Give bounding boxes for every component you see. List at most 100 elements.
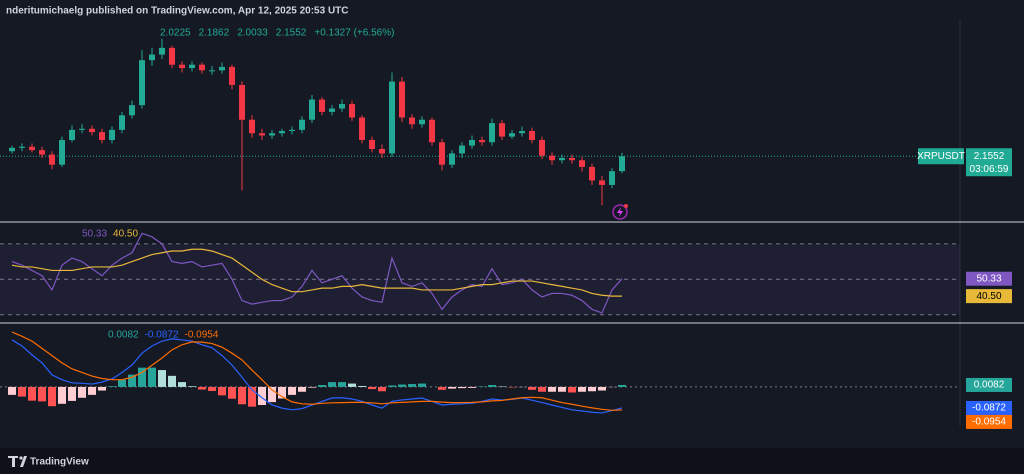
ohlc-value: 2.1552 (276, 28, 307, 39)
histogram-bar (38, 386, 46, 402)
histogram-bar (388, 385, 396, 387)
histogram-bar (188, 386, 196, 387)
candle-body (319, 99, 325, 112)
rsi-line (11, 232, 623, 314)
candle-body (289, 129, 295, 131)
candle-body (219, 66, 225, 71)
histogram-bar (398, 384, 406, 387)
histogram-bar (228, 386, 236, 399)
candle-body (49, 154, 55, 165)
candle-body (359, 117, 365, 140)
price-tag-value: 2.1552 (974, 151, 1005, 162)
histogram-bar (468, 386, 476, 388)
candle-body (179, 64, 185, 69)
symbol-label: XRPUSDT (917, 151, 965, 162)
candle-body (509, 133, 515, 137)
candle-body (569, 157, 575, 161)
histogram-bar (158, 370, 166, 387)
candle-body (259, 133, 265, 136)
axis-tag (966, 377, 1012, 392)
candle-body (499, 123, 505, 137)
histogram-bar (48, 386, 56, 407)
price-tag (966, 148, 1012, 177)
candle-body (549, 155, 555, 161)
candle-body (279, 130, 285, 134)
candle-body (149, 54, 155, 61)
candle-body (519, 130, 525, 134)
candle-body (229, 66, 235, 85)
histogram-bar (448, 386, 456, 389)
histogram-bar (68, 386, 76, 401)
candle-body (419, 119, 425, 125)
candle-body (19, 146, 25, 148)
candle-body (39, 150, 45, 155)
candle-body (339, 104, 345, 109)
publisher: nderitumichaelg published on TradingView… (6, 6, 349, 17)
candle-body (69, 129, 75, 140)
histogram-bar (348, 383, 356, 387)
candle-body (129, 105, 135, 116)
candle-body (559, 157, 565, 161)
candle-body (479, 139, 485, 143)
candle-body (89, 128, 95, 133)
histogram-bar (258, 386, 266, 405)
histogram-bar (198, 386, 206, 390)
axis-tag-value: 50.33 (976, 273, 1001, 284)
candle-body (459, 145, 465, 154)
rsi-line (11, 248, 622, 297)
candle-body (169, 47, 175, 65)
axis-tag (966, 414, 1012, 429)
symbol-tag (918, 148, 964, 165)
candle-body (399, 81, 405, 118)
histogram-bar (78, 386, 86, 398)
histogram-bar (218, 386, 226, 396)
footer-logo (8, 456, 27, 467)
legend-value: 0.0082 (108, 330, 139, 341)
candle-body (9, 147, 15, 152)
histogram-bar (318, 385, 326, 387)
histogram-bar (18, 386, 26, 397)
price-change: +0.1327 (+6.56%) (314, 28, 394, 39)
histogram-bar (278, 386, 286, 399)
histogram-bar (578, 386, 586, 392)
footer-brand: TradingView (30, 457, 89, 468)
candle-body (309, 99, 315, 120)
histogram-bar (118, 379, 126, 387)
candle-body (529, 130, 535, 140)
histogram-bar (598, 386, 606, 391)
axis-tag (966, 289, 1012, 304)
candle-body (239, 84, 245, 120)
candle-body (619, 156, 625, 172)
candle-body (589, 166, 595, 181)
histogram-bar (438, 386, 446, 390)
histogram-bar (128, 374, 136, 387)
ohlc-value: 2.0225 (160, 28, 191, 39)
candle-body (439, 142, 445, 165)
candle-body (449, 153, 455, 165)
ohlc-value: 2.1862 (199, 28, 230, 39)
legend-value: 40.50 (113, 229, 138, 240)
candle-body (79, 128, 85, 130)
candle-body (269, 133, 275, 136)
histogram-bar (298, 386, 306, 392)
axis-tag-value: -0.0872 (972, 403, 1006, 414)
candle-body (209, 70, 215, 72)
candle-body (369, 139, 375, 149)
histogram-bar (98, 386, 106, 391)
candle-body (579, 160, 585, 167)
axis-tag (966, 271, 1012, 286)
histogram-bar (588, 386, 596, 392)
histogram-bar (458, 386, 466, 389)
histogram-bar (238, 386, 246, 405)
candle-body (539, 139, 545, 156)
candle-body (389, 81, 395, 154)
histogram-bar (268, 386, 276, 403)
candle-body (189, 64, 195, 69)
histogram-bar (528, 386, 536, 390)
alert-icon (612, 204, 628, 220)
candle-body (329, 108, 335, 112)
axis-tag-value: 40.50 (976, 291, 1001, 302)
